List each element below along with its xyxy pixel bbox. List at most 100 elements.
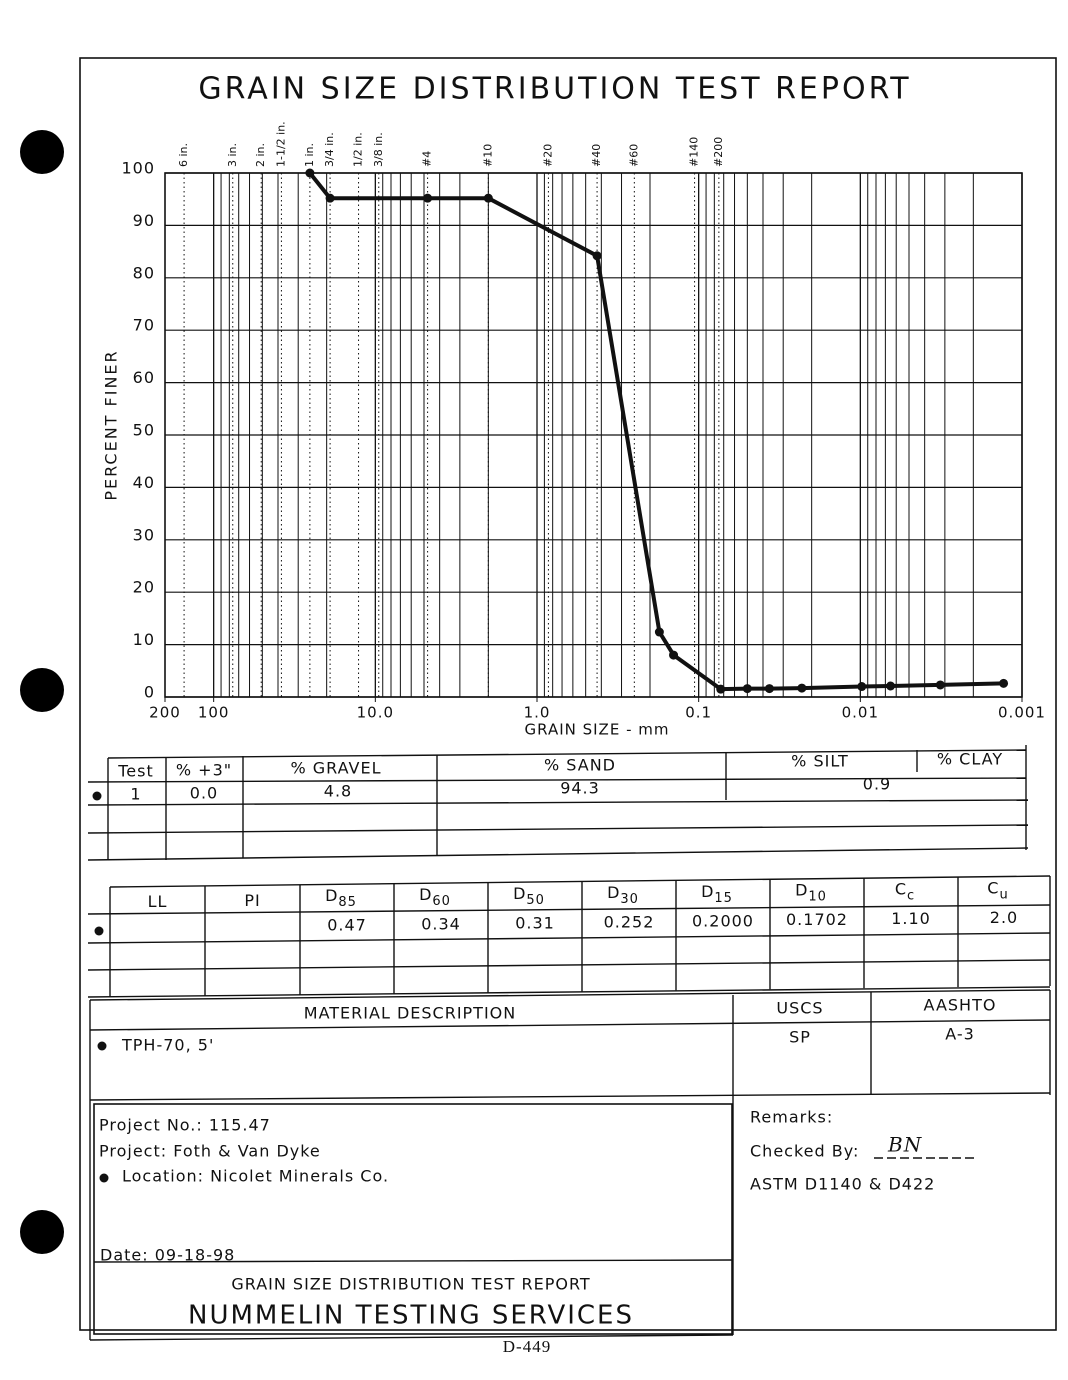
sieve-label: #20 — [541, 144, 554, 167]
table-rule — [109, 875, 1051, 888]
punch-hole — [20, 130, 64, 174]
header-main: C — [987, 878, 999, 897]
test-standard: ASTM D1140 & D422 — [750, 1175, 935, 1194]
data-point — [483, 193, 493, 203]
data-point — [325, 193, 335, 203]
project-name: Project: Foth & Van Dyke — [99, 1142, 321, 1161]
table-rule — [87, 904, 1051, 915]
table-cell: 0.34 — [421, 915, 461, 934]
project-number: Project No.: 115.47 — [99, 1116, 271, 1135]
header-subscript: u — [999, 887, 1008, 902]
table-cell: 0.47 — [327, 916, 367, 935]
table-header: Cu — [987, 878, 1008, 902]
table-rule — [87, 932, 1051, 944]
y-tick-label: 10 — [133, 630, 155, 649]
sample-symbol — [99, 1173, 109, 1183]
checked-by: Checked By: — [750, 1142, 859, 1161]
table-rule — [89, 1092, 1051, 1101]
table-cell: 0.1702 — [786, 910, 848, 929]
sample-symbol — [97, 1041, 107, 1051]
x-tick-label: 1.0 — [524, 704, 551, 722]
header-main: C — [895, 879, 907, 898]
data-point — [742, 684, 752, 694]
table-rule — [93, 1259, 733, 1263]
sieve-label: #40 — [590, 144, 603, 167]
data-point — [592, 251, 602, 261]
table-header: D85 — [325, 886, 357, 910]
x-tick-label: 0.1 — [685, 704, 712, 722]
page-number: D-449 — [503, 1337, 551, 1356]
y-tick-label: 40 — [133, 473, 155, 492]
sieve-label: 1 in. — [303, 143, 316, 167]
sieve-label: 1-1/2 in. — [274, 121, 287, 167]
table-header: PI — [244, 891, 260, 910]
sieve-label: 2 in. — [254, 143, 267, 167]
project-location: Location: Nicolet Minerals Co. — [122, 1167, 389, 1186]
header-subscript: 85 — [338, 895, 357, 910]
header-subscript: 15 — [714, 890, 733, 905]
table-cell: 94.3 — [560, 779, 600, 798]
y-tick-label: 30 — [133, 525, 155, 544]
x-tick-label: 100 — [198, 704, 230, 722]
sample-symbol — [92, 791, 102, 801]
data-point — [935, 680, 945, 690]
table-cell: 1 — [130, 785, 141, 804]
y-tick-label: 0 — [144, 683, 155, 702]
header-subscript: 10 — [808, 889, 827, 904]
sieve-label: 3/4 in. — [323, 132, 336, 167]
x-tick-label: 0.01 — [842, 704, 879, 722]
gradation-curve — [308, 171, 1004, 692]
y-tick-label: 100 — [121, 159, 155, 178]
punch-hole — [20, 1210, 64, 1254]
header-main: D — [607, 882, 620, 901]
x-tick-label: 10.0 — [357, 704, 394, 722]
punch-hole — [20, 668, 64, 712]
y-tick-label: 20 — [133, 578, 155, 597]
table-rule — [87, 824, 1029, 834]
page-frame — [79, 57, 1057, 1331]
sieve-label: #4 — [421, 151, 434, 167]
table-cell: 0.9 — [863, 775, 891, 794]
table-header: LL — [148, 892, 168, 911]
table-header: % SAND — [544, 756, 616, 775]
footer-report-title: GRAIN SIZE DISTRIBUTION TEST REPORT — [231, 1275, 590, 1294]
data-point — [669, 650, 679, 660]
header-main: D — [795, 880, 808, 899]
y-tick-label: 70 — [133, 316, 155, 335]
table-header: D30 — [607, 882, 639, 906]
size-table: LL PI D85 D60 D50 D30 D15 D10 Cc Cu0.47 0.34 0.31 0.… — [87, 875, 1051, 998]
x-tick-label: 0.001 — [998, 704, 1046, 722]
checker-initials: BN — [887, 1133, 923, 1157]
data-point — [654, 627, 664, 637]
sieve-label: 6 in. — [177, 143, 190, 167]
sample-symbol — [94, 926, 104, 936]
y-axis-label: PERCENT FINER — [102, 349, 121, 500]
table-cell: 1.10 — [891, 909, 931, 928]
table-rule — [107, 749, 1027, 759]
y-tick-label: 90 — [133, 211, 155, 230]
table-cell: 4.8 — [324, 782, 352, 801]
table-cell: 0.0 — [190, 784, 218, 803]
table-cell: 0.31 — [515, 914, 555, 933]
remarks-title: Remarks: — [750, 1108, 833, 1127]
table-header: D50 — [513, 884, 545, 908]
company-name: NUMMELIN TESTING SERVICES — [188, 1301, 634, 1331]
data-point — [716, 684, 726, 694]
sieve-label: #140 — [688, 137, 701, 167]
table-rule — [87, 777, 1027, 783]
test-table: Test % +3" % GRAVEL % SAND % SILT % CLAY… — [87, 745, 1029, 861]
header-subscript: c — [907, 888, 915, 903]
x-axis-label: GRAIN SIZE - mm — [525, 721, 670, 739]
data-point — [797, 683, 807, 693]
data-point — [999, 678, 1009, 688]
table-cell: 2.0 — [990, 908, 1018, 927]
header-main: D — [419, 885, 432, 904]
table-header: % GRAVEL — [290, 759, 381, 778]
project-box — [93, 1103, 733, 1335]
table-header: % +3" — [176, 761, 232, 780]
table-header: D60 — [419, 885, 451, 909]
header-subscript: 30 — [620, 891, 639, 906]
material-description: TPH-70, 5' — [121, 1036, 214, 1055]
header-subscript: 50 — [526, 893, 545, 908]
sieve-label: #10 — [481, 144, 494, 167]
